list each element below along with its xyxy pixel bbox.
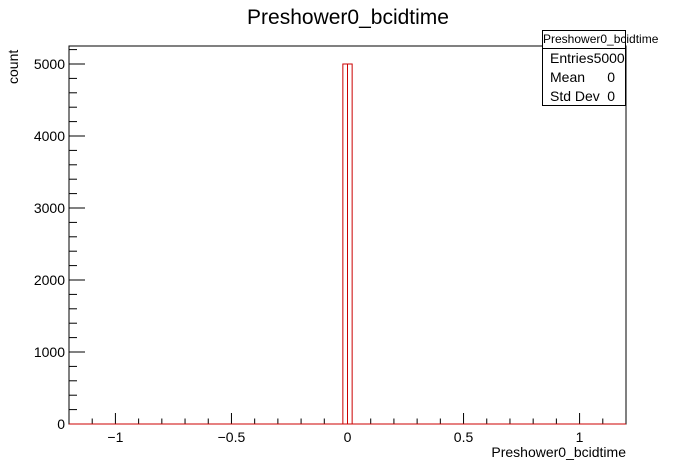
stats-label: Entries xyxy=(550,50,594,66)
chart-title: Preshower0_bcidtime xyxy=(247,6,449,29)
y-tick-label: 1000 xyxy=(34,344,65,360)
stats-row-stddev: Std Dev 0 xyxy=(543,87,625,106)
y-tick-label: 2000 xyxy=(34,272,65,288)
y-tick-label: 4000 xyxy=(34,128,65,144)
stats-value: 0 xyxy=(607,69,615,85)
stats-row-mean: Mean 0 xyxy=(543,68,625,87)
x-tick-label: −1 xyxy=(107,429,123,445)
y-tick-label: 0 xyxy=(57,416,65,432)
histogram-bars xyxy=(69,63,626,425)
x-axis-label: Preshower0_bcidtime xyxy=(491,444,626,460)
y-tick-label: 5000 xyxy=(34,56,65,72)
stats-box-title: Preshower0_bcidtime xyxy=(543,31,658,49)
stats-value: 0 xyxy=(607,88,615,104)
x-tick-label: 0.5 xyxy=(454,429,474,445)
histogram-bin xyxy=(347,63,353,425)
stats-label: Std Dev xyxy=(550,88,600,104)
histogram-bin xyxy=(342,63,349,425)
y-axis-label: count xyxy=(5,50,21,84)
x-tick-label: 1 xyxy=(576,429,584,445)
stats-value: 5000 xyxy=(593,50,625,66)
stats-row-entries: Entries 5000 xyxy=(543,49,625,68)
stats-label: Mean xyxy=(550,69,586,85)
x-tick-label: −0.5 xyxy=(218,429,246,445)
axis-ticks: −1 −0.5 0 0.5 1 0 1000 2000 3000 4000 5000 xyxy=(34,49,627,445)
x-tick-label: 0 xyxy=(344,429,352,445)
y-tick-label: 3000 xyxy=(34,200,65,216)
stats-box: Preshower0_bcidtime Entries 5000 Mean 0 … xyxy=(542,30,658,106)
